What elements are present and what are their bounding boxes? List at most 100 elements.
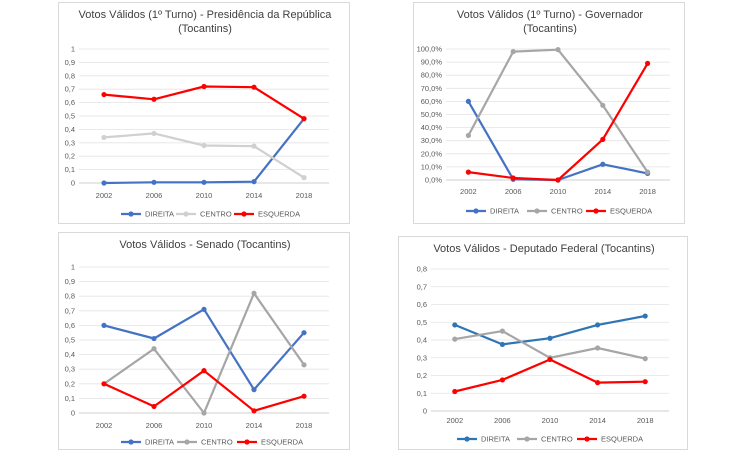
data-point-direita	[600, 161, 606, 167]
x-tick-label: 2002	[460, 187, 477, 196]
y-tick-label: 0,2	[65, 152, 75, 161]
y-tick-label: 0,1	[65, 165, 75, 174]
data-point-esquerda	[595, 380, 601, 386]
y-tick-label: 80,0%	[421, 71, 443, 80]
x-tick-label: 2006	[505, 187, 522, 196]
x-tick-label: 2018	[296, 421, 313, 430]
y-tick-label: 0,9	[65, 277, 75, 286]
y-tick-label: 0,7	[417, 282, 427, 291]
x-tick-label: 2010	[196, 421, 213, 430]
y-tick-label: 10,0%	[421, 162, 443, 171]
data-point-direita	[251, 387, 257, 393]
y-tick-label: 0,3	[65, 138, 75, 147]
y-tick-label: 100,0%	[417, 45, 443, 54]
x-tick-label: 2018	[296, 191, 313, 200]
data-point-direita	[547, 335, 553, 341]
chart-title-presidencia-1: (Tocantins)	[178, 23, 232, 35]
data-point-esquerda	[499, 377, 505, 383]
data-point-centro	[201, 142, 207, 149]
x-tick-label: 2010	[550, 187, 567, 196]
chart-title-governador-0: Votos Válidos (1º Turno) - Governador	[457, 9, 644, 21]
data-point-esquerda	[547, 356, 553, 363]
legend-marker-centro	[524, 436, 530, 442]
y-tick-label: 0,4	[65, 125, 75, 134]
x-tick-label: 2006	[146, 421, 163, 430]
legend-marker-centro	[534, 208, 540, 214]
x-tick-label: 2006	[494, 416, 511, 425]
y-tick-label: 0,1	[417, 389, 427, 398]
legend-marker-centro	[184, 439, 190, 445]
legend-marker-direita	[473, 208, 479, 214]
y-tick-label: 0,3	[65, 365, 75, 374]
data-point-centro	[251, 143, 257, 149]
y-tick-label: 0,6	[65, 98, 75, 107]
data-point-esquerda	[642, 379, 648, 385]
chart-svg-deputado: Votos Válidos - Deputado Federal (Tocant…	[417, 243, 669, 444]
y-tick-label: 0,1	[65, 394, 75, 403]
series-line-esquerda	[103, 369, 305, 412]
legend-label-esquerda: ESQUERDA	[258, 210, 300, 219]
legend-label-direita: DIREITA	[145, 210, 174, 219]
legend-label-centro: CENTRO	[551, 207, 583, 216]
y-tick-label: 0,7	[65, 85, 75, 94]
data-point-esquerda	[151, 403, 157, 410]
x-tick-label: 2002	[96, 421, 113, 430]
data-point-esquerda	[510, 175, 516, 181]
series-line-centro	[454, 329, 646, 360]
data-point-centro	[301, 362, 307, 368]
y-tick-label: 40,0%	[421, 123, 443, 132]
data-point-esquerda	[465, 169, 471, 175]
data-point-esquerda	[251, 408, 257, 414]
data-point-centro	[555, 47, 561, 53]
y-tick-label: 0,4	[417, 336, 427, 345]
y-tick-label: 0,5	[417, 318, 427, 327]
data-point-direita	[499, 341, 505, 348]
data-point-centro	[151, 130, 157, 137]
data-point-centro	[465, 132, 471, 139]
x-tick-label: 2010	[196, 191, 213, 200]
data-point-direita	[151, 179, 157, 185]
y-tick-label: 0,7	[65, 306, 75, 315]
legend-label-direita: DIREITA	[145, 438, 174, 447]
data-point-centro	[499, 328, 505, 334]
legend-label-esquerda: ESQUERDA	[610, 207, 652, 216]
y-tick-label: 70,0%	[421, 84, 443, 93]
y-tick-label: 0,8	[65, 292, 75, 301]
legend-label-centro: CENTRO	[200, 210, 232, 219]
y-tick-label: 0,5	[65, 112, 75, 121]
y-tick-label: 1	[71, 45, 75, 54]
chart-title-governador-1: (Tocantins)	[523, 23, 577, 35]
x-tick-label: 2018	[637, 416, 654, 425]
y-tick-label: 0	[71, 179, 75, 188]
chart-panel-senado: Votos Válidos - Senado (Tocantins) 0 0,1 0,…	[58, 232, 350, 450]
y-tick-label: 90,0%	[421, 58, 443, 67]
data-point-direita	[301, 330, 307, 336]
chart-panel-governador: Votos Válidos (1º Turno) - Governador (To…	[413, 2, 685, 224]
chart-title-presidencia-0: Votos Válidos (1º Turno) - Presidência d…	[79, 9, 333, 21]
y-tick-label: 20,0%	[421, 149, 443, 158]
data-point-esquerda	[251, 84, 257, 90]
y-tick-label: 60,0%	[421, 97, 443, 106]
data-point-centro	[452, 336, 458, 342]
data-point-esquerda	[301, 393, 307, 399]
y-tick-label: 0,9	[65, 58, 75, 67]
data-point-direita	[101, 322, 107, 328]
y-tick-label: 0	[71, 409, 75, 418]
x-tick-label: 2014	[594, 187, 611, 196]
data-point-centro	[201, 410, 207, 416]
data-point-direita	[201, 179, 207, 185]
data-point-direita	[452, 322, 458, 328]
data-point-centro	[642, 356, 648, 362]
x-tick-label: 2014	[246, 191, 263, 200]
y-tick-label: 0,6	[417, 300, 427, 309]
legend-marker-esquerda	[584, 436, 590, 442]
data-point-direita	[595, 322, 601, 328]
data-point-centro	[645, 169, 651, 175]
data-point-direita	[201, 306, 207, 312]
x-tick-label: 2014	[246, 421, 263, 430]
legend-label-direita: DIREITA	[481, 435, 510, 444]
y-tick-label: 0,3	[417, 353, 427, 362]
y-tick-label: 1	[71, 263, 75, 272]
x-tick-label: 2002	[446, 416, 463, 425]
chart-panel-presidencia: Votos Válidos (1º Turno) - Presidência d…	[58, 2, 350, 224]
